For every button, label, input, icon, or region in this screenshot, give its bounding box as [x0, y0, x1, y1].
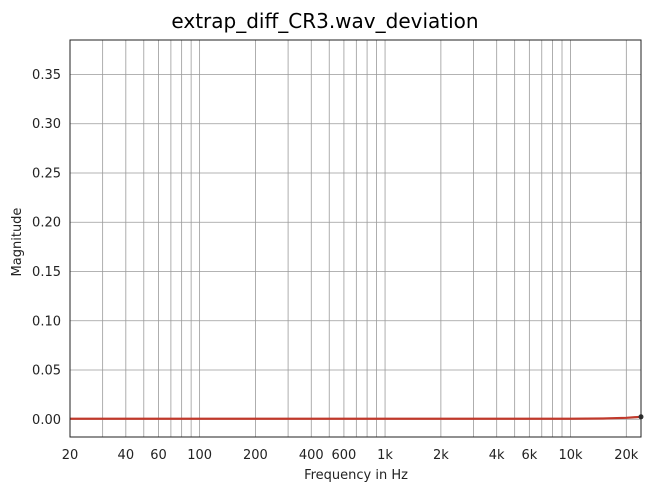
x-tick-label: 20 [62, 448, 79, 463]
y-tick-label: 0.15 [32, 265, 61, 280]
y-tick-label: 0.35 [32, 68, 61, 83]
x-tick-label: 4k [489, 448, 505, 463]
x-tick-label: 40 [118, 448, 135, 463]
x-tick-label: 20k [614, 448, 639, 463]
x-tick-label: 10k [558, 448, 583, 463]
x-tick-label: 6k [521, 448, 537, 463]
x-tick-label: 600 [332, 448, 357, 463]
chart-title: extrap_diff_CR3.wav_deviation [171, 9, 478, 33]
plot-frame [69, 39, 642, 438]
y-axis-label: Magnitude [10, 208, 25, 277]
x-tick-label: 100 [187, 448, 212, 463]
x-tick-label: 200 [243, 448, 268, 463]
y-tick-labels: 0.00 0.05 0.10 0.15 0.20 0.25 0.30 0.35 [32, 68, 61, 428]
x-tick-label: 60 [150, 448, 167, 463]
x-tick-label: 2k [433, 448, 449, 463]
x-tick-label: 400 [299, 448, 324, 463]
x-axis-label: Frequency in Hz [304, 468, 408, 483]
x-tick-label: 1k [377, 448, 393, 463]
series-line [70, 415, 642, 420]
y-tick-label: 0.25 [32, 166, 61, 181]
y-tick-label: 0.20 [32, 216, 61, 231]
grid [69, 40, 641, 437]
x-tick-labels: 20 40 60 100 200 400 600 1k 2k 4k 6k 10k 20k [62, 448, 639, 463]
series-layer [70, 414, 644, 420]
y-tick-label: 0.10 [32, 314, 61, 329]
y-tick-label: 0.05 [32, 364, 61, 379]
y-tick-label: 0.30 [32, 117, 61, 132]
y-tick-label: 0.00 [32, 413, 61, 428]
